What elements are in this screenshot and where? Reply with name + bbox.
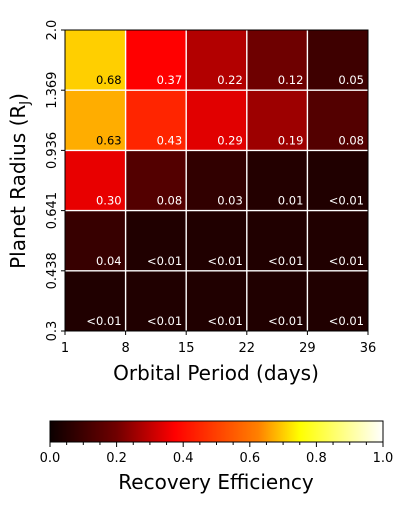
heatmap-cell [307,210,369,272]
heatmap-cell [65,90,127,151]
cell-value-label: 0.05 [338,73,364,87]
colorbar-ticks: 0.0 0.2 0.4 0.6 0.8 1.0 [40,442,394,466]
heatmap-cell [186,30,248,91]
cell-value-label: 0.08 [157,194,183,208]
x-tick-label: 8 [121,341,129,356]
cell-value-label: 0.19 [278,133,304,147]
plot-frame [64,29,369,332]
cell-value-label: 0.37 [157,73,183,87]
colorbar-tick-label: 0.0 [40,451,61,466]
heatmap-cell-labels: 0.68 0.37 0.22 0.12 0.05 0.63 0.43 0.29 0.19 0.08… [86,73,364,328]
x-tick-label: 1 [61,341,69,356]
y-tick-label: 1.369 [45,72,60,109]
cell-value-label: <0.01 [329,254,364,268]
cell-value-label: 0.01 [278,194,304,208]
cell-value-label: <0.01 [208,314,243,328]
cell-value-label: 0.22 [217,73,243,87]
colorbar-title: Recovery Efficiency [118,470,314,494]
colorbar-tick-label: 1.0 [373,451,394,466]
heatmap-cell [65,30,127,91]
heatmap-cell [65,270,127,332]
colorbar-tick-label: 0.4 [173,451,194,466]
heatmap-cell [246,90,308,151]
cell-value-label: <0.01 [147,314,182,328]
y-tick-label: 0.641 [45,192,60,229]
colorbar-gradient [49,420,384,443]
heatmap-cell [186,90,248,151]
colorbar-tick-label: 0.2 [106,451,127,466]
heatmap-cell [186,270,248,332]
heatmap-cell [125,90,187,151]
x-tick-label: 22 [239,341,256,356]
cell-value-label: <0.01 [147,254,182,268]
heatmap-cell [307,270,369,332]
x-axis-ticks: 1 8 15 22 29 36 [61,331,376,356]
y-tick-label: 0.438 [45,252,60,289]
heatmap-cell [125,30,187,91]
heatmap-cell [246,210,308,272]
colorbar: 0.0 0.2 0.4 0.6 0.8 1.0 Recovery Efficiency [40,420,394,494]
y-axis-title: Planet Radius (RJ) [6,93,33,269]
heatmap-cell [65,150,127,212]
cell-value-label: <0.01 [329,314,364,328]
heatmap-cells [65,30,369,332]
x-axis-title: Orbital Period (days) [113,361,319,385]
heatmap-cell [65,210,127,272]
y-axis-ticks: 0.3 0.438 0.641 0.936 1.369 2.0 [45,20,65,342]
cell-value-label: <0.01 [268,314,303,328]
heatmap-cell [125,270,187,332]
heatmap-cell [246,270,308,332]
heatmap-cell [246,30,308,91]
heatmap-cell [125,210,187,272]
cell-value-label: 0.30 [96,194,122,208]
cell-value-label: 0.63 [96,133,122,147]
cell-value-label: <0.01 [268,254,303,268]
cell-value-label: 0.08 [338,133,364,147]
heatmap-cell [186,210,248,272]
y-tick-label: 0.936 [45,132,60,169]
heatmap-cell [307,90,369,151]
heatmap-plot-area: 0.68 0.37 0.22 0.12 0.05 0.63 0.43 0.29 0.19 0.08… [64,29,369,332]
x-tick-label: 29 [299,341,316,356]
cell-value-label: 0.12 [278,73,304,87]
heatmap-cell [186,150,248,212]
colorbar-tick-label: 0.8 [306,451,327,466]
cell-value-label: 0.03 [217,194,243,208]
x-tick-label: 15 [178,341,195,356]
colorbar-tick-label: 0.6 [239,451,260,466]
x-tick-label: 36 [360,341,377,356]
y-tick-label: 0.3 [45,321,60,342]
cell-value-label: 0.29 [217,133,243,147]
cell-value-label: <0.01 [208,254,243,268]
heatmap-gridlines [65,30,368,331]
cell-value-label: <0.01 [329,194,364,208]
heatmap-cell [307,30,369,91]
heatmap-cell [125,150,187,212]
heatmap-cell [307,150,369,212]
y-tick-label: 2.0 [45,20,60,41]
cell-value-label: <0.01 [86,314,121,328]
heatmap-cell [246,150,308,212]
cell-value-label: 0.68 [96,73,122,87]
cell-value-label: 0.04 [96,254,122,268]
cell-value-label: 0.43 [157,133,183,147]
